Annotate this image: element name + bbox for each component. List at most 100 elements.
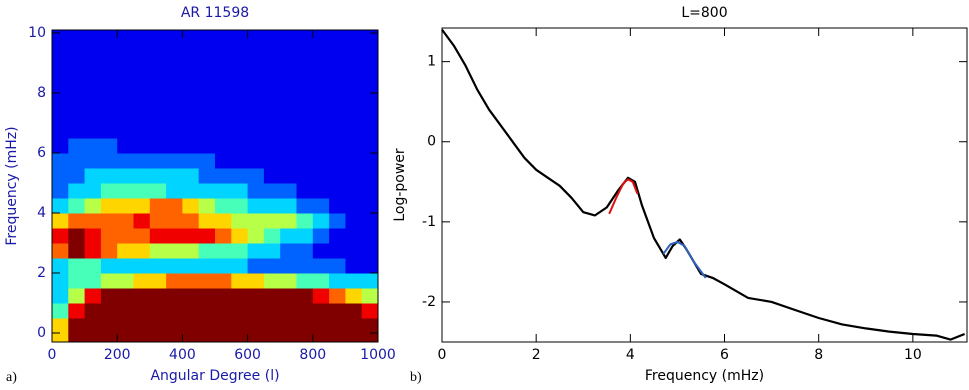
heatmap-cell [231, 213, 249, 229]
heatmap-cell [247, 48, 265, 64]
heatmap-cell [68, 183, 86, 199]
heatmap-cell [68, 303, 86, 319]
heatmap-cell [198, 93, 216, 109]
heatmap-cell [263, 273, 281, 289]
heatmap-cell [361, 93, 379, 109]
heatmap-cell [345, 318, 363, 343]
heatmap-cell [84, 243, 102, 259]
heatmap-cell [263, 30, 281, 49]
x-tick-label: 6 [720, 347, 729, 363]
heatmap-cell [215, 228, 232, 244]
heatmap-cell [117, 108, 134, 124]
heatmap-cell [117, 138, 134, 154]
heatmap-cell [166, 258, 183, 274]
heatmap-cell [84, 183, 102, 199]
heatmap-cell [312, 303, 330, 319]
heatmap-cell [68, 138, 86, 154]
heatmap-cell [329, 303, 346, 319]
heatmap-cell [345, 228, 363, 244]
heatmap-cell [361, 243, 379, 259]
heatmap-cell [100, 48, 118, 64]
data-line [441, 28, 966, 341]
heatmap-cell [329, 78, 346, 94]
heatmap-cell [231, 93, 249, 109]
heatmap-cell [215, 168, 232, 184]
heatmap-cell [231, 273, 249, 289]
heatmap-cell [280, 63, 297, 79]
x-tick-label: 800 [299, 347, 326, 363]
plot-frame [51, 29, 379, 343]
heatmap-cell [247, 63, 265, 79]
heatmap-cell [312, 93, 330, 109]
x-tick-label: 1000 [360, 347, 396, 363]
heatmap-cell [133, 63, 151, 79]
heatmap-cell [68, 123, 86, 139]
heatmap-cell [312, 108, 330, 124]
heatmap-cell [296, 243, 314, 259]
heatmap-cell [280, 93, 297, 109]
heatmap-cell [361, 198, 379, 214]
heatmap-cell [68, 153, 86, 169]
heatmap-cell [68, 228, 86, 244]
heatmap-cell [198, 213, 216, 229]
panel-label: a) [6, 370, 17, 385]
heatmap-cell [68, 48, 86, 64]
heatmap-cell [68, 288, 86, 304]
heatmap-cell [361, 108, 379, 124]
heatmap-cell [198, 108, 216, 124]
heatmap-cell [231, 153, 249, 169]
heatmap-cell [231, 168, 249, 184]
heatmap-cell [215, 123, 232, 139]
heatmap-cell [361, 48, 379, 64]
heatmap-cell [198, 153, 216, 169]
heatmap-cell [133, 48, 151, 64]
heatmap-cell [247, 123, 265, 139]
heatmap-cell [198, 303, 216, 319]
heatmap-cell [117, 303, 134, 319]
heatmap-cell [361, 168, 379, 184]
heatmap-cell [231, 228, 249, 244]
heatmap-cell [133, 123, 151, 139]
heatmap-cell [100, 153, 118, 169]
heatmap-cell [312, 318, 330, 343]
heatmap-cell [84, 138, 102, 154]
heatmap-cell [149, 273, 167, 289]
data-line [662, 240, 707, 279]
heatmap-cell [133, 198, 151, 214]
heatmap-cell [100, 198, 118, 214]
heatmap-cell [100, 318, 118, 343]
heatmap-cell [215, 48, 232, 64]
heatmap-cell [345, 123, 363, 139]
x-tick-label: 2 [532, 347, 541, 363]
heatmap-cell [231, 108, 249, 124]
heatmap-cell [263, 138, 281, 154]
heatmap-cell [166, 30, 183, 49]
heatmap-cell [149, 183, 167, 199]
heatmap-cell [133, 168, 151, 184]
heatmap-cell [182, 258, 200, 274]
heatmap-cell [52, 258, 69, 274]
heatmap-cell [117, 243, 134, 259]
heatmap-cell [149, 78, 167, 94]
heatmap-cell [84, 153, 102, 169]
heatmap-cell [149, 108, 167, 124]
heatmap-cell [312, 153, 330, 169]
y-tick-label: 4 [37, 205, 46, 221]
heatmap-cell [345, 63, 363, 79]
heatmap-cell [198, 183, 216, 199]
heatmap-cell [198, 243, 216, 259]
heatmap-cell [296, 78, 314, 94]
heatmap-cell [198, 138, 216, 154]
heatmap-cell [133, 303, 151, 319]
heatmap-cell [84, 108, 102, 124]
heatmap-cell [329, 123, 346, 139]
heatmap-cell [100, 213, 118, 229]
heatmap-cell [215, 288, 232, 304]
heatmap-cell [329, 48, 346, 64]
heatmap-cell [263, 303, 281, 319]
x-tick-label: 10 [904, 347, 922, 363]
heatmap-cell [133, 183, 151, 199]
y-tick-label: -2 [422, 294, 436, 310]
heatmap-cell [84, 123, 102, 139]
